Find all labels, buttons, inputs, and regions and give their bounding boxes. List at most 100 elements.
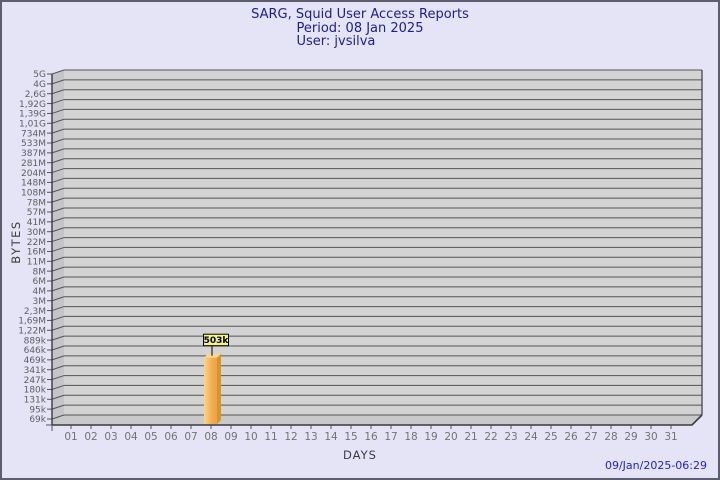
x-tick-label: 31 bbox=[664, 431, 677, 443]
wall-slant-line bbox=[51, 404, 65, 410]
wall-slant-line bbox=[51, 89, 65, 95]
y-tick-label: 30M bbox=[27, 228, 46, 238]
wall-slant-line bbox=[51, 246, 65, 252]
x-tick-label: 27 bbox=[584, 431, 597, 443]
y-tick-label: 1,01G bbox=[19, 119, 46, 129]
x-tick-label: 23 bbox=[504, 431, 517, 443]
value-label-box bbox=[203, 333, 229, 347]
x-tick-label: 11 bbox=[264, 431, 277, 443]
x-axis-title: DAYS bbox=[343, 448, 377, 462]
y-tick-label: 1,92G bbox=[19, 100, 46, 110]
x-tick-label: 29 bbox=[624, 431, 637, 443]
header-subblock: Period: 08 Jan 2025 User: jvsilva bbox=[296, 20, 424, 49]
wall-slant-line bbox=[51, 394, 65, 400]
y-tick-label: 2,6G bbox=[25, 90, 46, 100]
y-tick-label: 108M bbox=[21, 188, 46, 198]
x-tick-label: 01 bbox=[64, 431, 77, 443]
wall-slant-line bbox=[51, 384, 65, 390]
y-tick-label: 180k bbox=[24, 386, 47, 396]
x-tick-label: 22 bbox=[484, 431, 497, 443]
x-tick-label: 17 bbox=[384, 431, 397, 443]
wall-slant-line bbox=[51, 118, 65, 124]
plot-area bbox=[64, 70, 702, 415]
y-tick-label: 57M bbox=[27, 208, 46, 218]
y-tick-label: 1,69M bbox=[18, 317, 46, 327]
x-tick-label: 12 bbox=[284, 431, 297, 443]
x-tick-label: 08 bbox=[204, 431, 217, 443]
y-tick-label: 95k bbox=[29, 405, 46, 415]
floor-front-edge bbox=[52, 414, 703, 426]
chart-header: SARG, Squid User Access Reports Period: … bbox=[2, 8, 718, 49]
y-tick-label: 69k bbox=[29, 415, 46, 425]
y-tick-label: 41M bbox=[27, 218, 46, 228]
y-tick-label: 4M bbox=[33, 287, 47, 297]
y-tick-label: 3M bbox=[33, 297, 47, 307]
wall-slant-line bbox=[51, 177, 65, 183]
y-tick-label: 16M bbox=[27, 248, 46, 258]
wall-slant-line bbox=[51, 217, 65, 223]
x-tick-label: 28 bbox=[604, 431, 617, 443]
x-tick-label: 06 bbox=[164, 431, 178, 443]
y-tick-label: 734M bbox=[21, 129, 46, 139]
y-tick-label: 889k bbox=[24, 336, 47, 346]
page-title: SARG, Squid User Access Reports bbox=[251, 7, 469, 22]
x-tick-label: 15 bbox=[344, 431, 357, 443]
value-label: 503k bbox=[204, 336, 230, 346]
y-tick-label: 148M bbox=[21, 179, 46, 189]
wall-slant-line bbox=[51, 168, 65, 174]
y-tick-label: 247k bbox=[24, 376, 47, 386]
x-tick-label: 16 bbox=[364, 431, 378, 443]
x-tick-label: 13 bbox=[304, 431, 317, 443]
y-tick-label: 646k bbox=[24, 346, 47, 356]
y-axis-title: BYTES bbox=[9, 220, 23, 264]
y-tick-label: 131k bbox=[24, 395, 47, 405]
x-tick-label: 02 bbox=[84, 431, 97, 443]
wall-slant-line bbox=[51, 207, 65, 213]
wall-slant-line bbox=[51, 286, 65, 292]
wall-slant-line bbox=[51, 197, 65, 203]
y-tick-label: 533M bbox=[21, 139, 46, 149]
chart-floor bbox=[52, 415, 702, 425]
wall-slant-line bbox=[51, 227, 65, 233]
x-tick-label: 18 bbox=[404, 431, 417, 443]
wall-slant-line bbox=[51, 187, 65, 193]
wall-slant-line bbox=[51, 315, 65, 321]
y-tick-label: 5G bbox=[33, 70, 46, 80]
y-tick-label: 1,22M bbox=[18, 326, 46, 336]
y-tick-label: 8M bbox=[33, 267, 47, 277]
x-tick-label: 09 bbox=[224, 431, 237, 443]
y-tick-label: 78M bbox=[27, 198, 46, 208]
generated-timestamp: 09/Jan/2025-06:29 bbox=[604, 459, 707, 472]
y-tick-label: 11M bbox=[27, 257, 46, 267]
y-tick-label: 204M bbox=[21, 169, 46, 179]
y-tick-label: 387M bbox=[21, 149, 46, 159]
wall-slant-line bbox=[51, 276, 65, 282]
wall-slant-line bbox=[51, 266, 65, 272]
x-tick-label: 19 bbox=[424, 431, 437, 443]
y-tick-label: 469k bbox=[24, 356, 47, 366]
x-tick-label: 03 bbox=[104, 431, 117, 443]
wall-slant-line bbox=[51, 69, 65, 75]
bar-front-face bbox=[204, 357, 217, 424]
wall-slant-line bbox=[51, 375, 65, 381]
x-tick-label: 25 bbox=[544, 431, 557, 443]
wall-slant-line bbox=[51, 138, 65, 144]
x-tick-label: 24 bbox=[524, 431, 538, 443]
wall-slant-line bbox=[51, 355, 65, 361]
report-period: Period: 08 Jan 2025 bbox=[296, 20, 424, 36]
wall-slant-line bbox=[51, 237, 65, 243]
wall-slant-line bbox=[51, 148, 65, 154]
wall-slant-line bbox=[51, 128, 65, 134]
wall-slant-line bbox=[51, 335, 65, 341]
x-tick-label: 30 bbox=[644, 431, 657, 443]
wall-slant-line bbox=[51, 108, 65, 114]
wall-slant-line bbox=[51, 414, 65, 420]
y-tick-label: 281M bbox=[21, 159, 46, 169]
y-tick-label: 22M bbox=[27, 238, 46, 248]
bar-side-face bbox=[217, 353, 221, 424]
wall-slant-line bbox=[51, 256, 65, 262]
x-tick-label: 04 bbox=[124, 431, 138, 443]
x-tick-label: 10 bbox=[244, 431, 257, 443]
report-user: User: jvsilva bbox=[296, 34, 376, 49]
